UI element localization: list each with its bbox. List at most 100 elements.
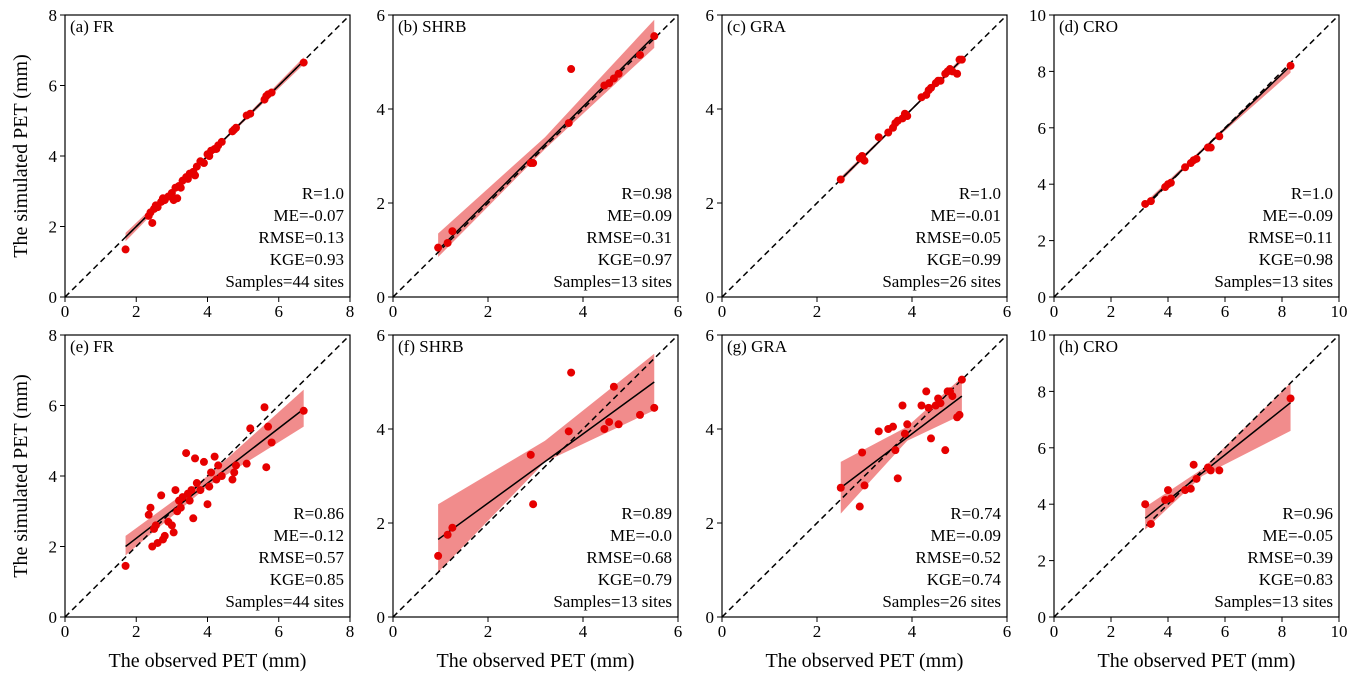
- point: [148, 218, 157, 227]
- point: [1206, 466, 1215, 475]
- one-to-one-line: [392, 334, 679, 618]
- x-tick-label: 4: [579, 302, 588, 321]
- point: [203, 500, 212, 509]
- one-to-one-line: [392, 14, 679, 298]
- y-tick-label: 6: [377, 6, 386, 25]
- point: [264, 422, 273, 431]
- point: [650, 32, 659, 41]
- point: [1286, 394, 1295, 403]
- annotation: KGE=0.83: [1259, 570, 1333, 589]
- point: [160, 531, 169, 540]
- point: [941, 446, 950, 455]
- point: [448, 227, 457, 236]
- panel-title: (a) FR: [70, 17, 115, 36]
- point: [189, 514, 198, 523]
- x-tick-label: 10: [1331, 622, 1348, 641]
- annotation: RMSE=0.13: [258, 228, 344, 247]
- y-tick-label: 0: [1038, 288, 1047, 307]
- point: [898, 401, 907, 410]
- x-tick-label: 4: [203, 302, 212, 321]
- point: [529, 159, 538, 168]
- annotation: KGE=0.79: [598, 570, 672, 589]
- point: [860, 481, 869, 490]
- y-tick-label: 8: [49, 6, 58, 25]
- y-tick-label: 6: [49, 77, 58, 96]
- panel-title: (f) SHRB: [398, 337, 464, 356]
- plot-frame: [392, 14, 679, 298]
- y-tick-label: 0: [49, 288, 58, 307]
- x-tick-label: 2: [132, 622, 141, 641]
- point: [1192, 154, 1201, 163]
- point: [1141, 500, 1150, 509]
- annotation: KGE=0.85: [270, 570, 344, 589]
- y-tick-label: 0: [706, 608, 715, 627]
- point: [564, 427, 573, 436]
- point: [567, 368, 576, 377]
- annotation: R=0.98: [621, 184, 672, 203]
- point: [196, 486, 205, 495]
- point: [889, 422, 897, 431]
- annotation: Samples=26 sites: [882, 592, 1001, 611]
- y-axis-label: The simulated PET (mm): [10, 374, 32, 578]
- annotation: Samples=13 sites: [1214, 272, 1333, 291]
- point: [855, 502, 864, 511]
- point: [242, 459, 251, 468]
- point: [936, 76, 945, 85]
- point: [448, 523, 457, 532]
- y-tick-label: 6: [49, 397, 58, 416]
- y-tick-label: 6: [706, 6, 715, 25]
- y-tick-label: 8: [1038, 382, 1047, 401]
- point: [1215, 466, 1224, 475]
- point: [957, 55, 966, 64]
- point: [924, 403, 933, 412]
- point: [614, 420, 623, 429]
- x-tick-label: 0: [718, 302, 727, 321]
- point: [260, 403, 269, 412]
- x-tick-label: 6: [275, 622, 284, 641]
- x-tick-label: 4: [1164, 302, 1173, 321]
- annotation: ME=-0.12: [274, 526, 345, 545]
- y-tick-label: 8: [49, 326, 58, 345]
- point: [948, 392, 957, 401]
- x-axis-label: The observed PET (mm): [437, 650, 635, 672]
- point: [121, 561, 130, 570]
- y-tick-label: 4: [49, 147, 58, 166]
- x-tick-label: 8: [1278, 622, 1287, 641]
- x-tick-label: 4: [579, 622, 588, 641]
- point: [434, 243, 443, 252]
- x-tick-label: 2: [1107, 622, 1116, 641]
- x-tick-label: 2: [132, 302, 141, 321]
- x-tick-label: 6: [1221, 622, 1230, 641]
- annotation: ME=-0.01: [931, 206, 1002, 225]
- plot-frame: [1053, 334, 1340, 618]
- x-tick-label: 8: [346, 302, 355, 321]
- x-tick-label: 6: [275, 302, 284, 321]
- y-tick-label: 2: [49, 538, 58, 557]
- x-tick-label: 0: [718, 622, 727, 641]
- point: [1186, 484, 1195, 493]
- point: [157, 491, 166, 500]
- panel-title: (d) CRO: [1059, 17, 1118, 36]
- x-tick-label: 0: [61, 302, 70, 321]
- point: [836, 175, 845, 184]
- point: [144, 510, 153, 519]
- point: [567, 65, 576, 74]
- point: [526, 450, 535, 459]
- point: [187, 486, 196, 495]
- point: [1206, 143, 1215, 152]
- y-tick-label: 4: [706, 420, 715, 439]
- y-tick-label: 6: [1038, 439, 1047, 458]
- point: [217, 137, 226, 146]
- annotation: Samples=13 sites: [553, 272, 672, 291]
- point: [1146, 197, 1155, 206]
- fit-line: [840, 395, 963, 489]
- point: [650, 403, 659, 412]
- point: [199, 159, 208, 168]
- annotation: Samples=13 sites: [553, 592, 672, 611]
- point: [205, 482, 214, 491]
- point: [246, 424, 255, 433]
- point: [169, 528, 178, 537]
- point: [191, 454, 200, 463]
- point: [121, 245, 130, 254]
